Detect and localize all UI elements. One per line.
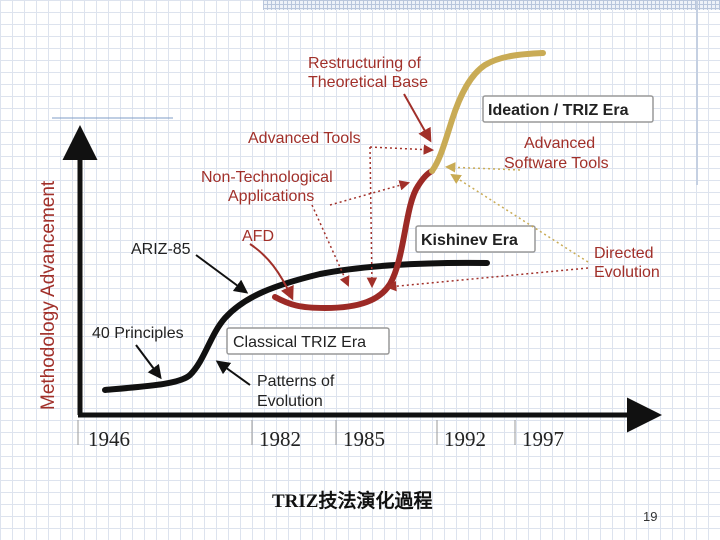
advanced-tools-arrow-right [369,144,435,155]
patterns-label-line2: Evolution [257,393,323,410]
page-number: 19 [643,509,658,524]
forty-principles-label: 40 Principles [92,325,184,342]
top-decorative-band [263,0,720,10]
slide-caption: TRIZ技法演化過程 [272,491,433,512]
patterns-label-line1: Patterns of [257,373,335,390]
ariz-85-label: ARIZ-85 [131,241,191,258]
adv-software-label-line2: Software Tools [504,155,609,172]
ariz-arrow [195,254,249,294]
directed-evolution-label-line1: Directed [594,245,654,262]
ideation-era-label: Ideation / TRIZ Era [488,102,629,119]
ideation-era-curve [429,50,546,174]
year-1992: 1992 [444,427,486,451]
restructuring-label-line1: Restructuring of [308,55,421,72]
directed-evolution-label-line2: Evolution [594,264,660,281]
principles-arrow [135,344,162,380]
adv-software-label-line1: Advanced [524,135,595,152]
restructuring-label-line2: Theoretical Base [308,74,428,91]
year-1982: 1982 [259,427,301,451]
non-tech-arrow-right [329,180,411,206]
kishinev-era-label: Kishinev Era [421,232,518,249]
kishinev-era-box [415,225,536,253]
advanced-tools-arrow-down [366,146,378,289]
year-ticks [77,420,516,445]
classical-era-label: Classical TRIZ Era [233,334,366,351]
software-tools-arrow [444,162,521,173]
year-1946: 1946 [88,427,130,451]
restructuring-arrow [403,93,432,143]
non-tech-label-line1: Non-Technological [201,169,333,186]
ideation-era-box [482,95,654,123]
directed-evolution-arrow-red [385,267,589,292]
year-1997: 1997 [522,427,564,451]
afd-arrow [249,243,294,301]
advanced-tools-label: Advanced Tools [248,130,361,147]
afd-label: AFD [242,228,274,245]
patterns-arrow [215,360,251,386]
classical-era-curve [102,259,490,393]
classical-era-box [226,327,390,355]
non-tech-label-line2: Applications [228,188,314,205]
directed-evolution-arrow-gold [450,173,589,263]
year-1985: 1985 [343,427,385,451]
y-axis-label: Methodology Advancement [38,180,59,410]
